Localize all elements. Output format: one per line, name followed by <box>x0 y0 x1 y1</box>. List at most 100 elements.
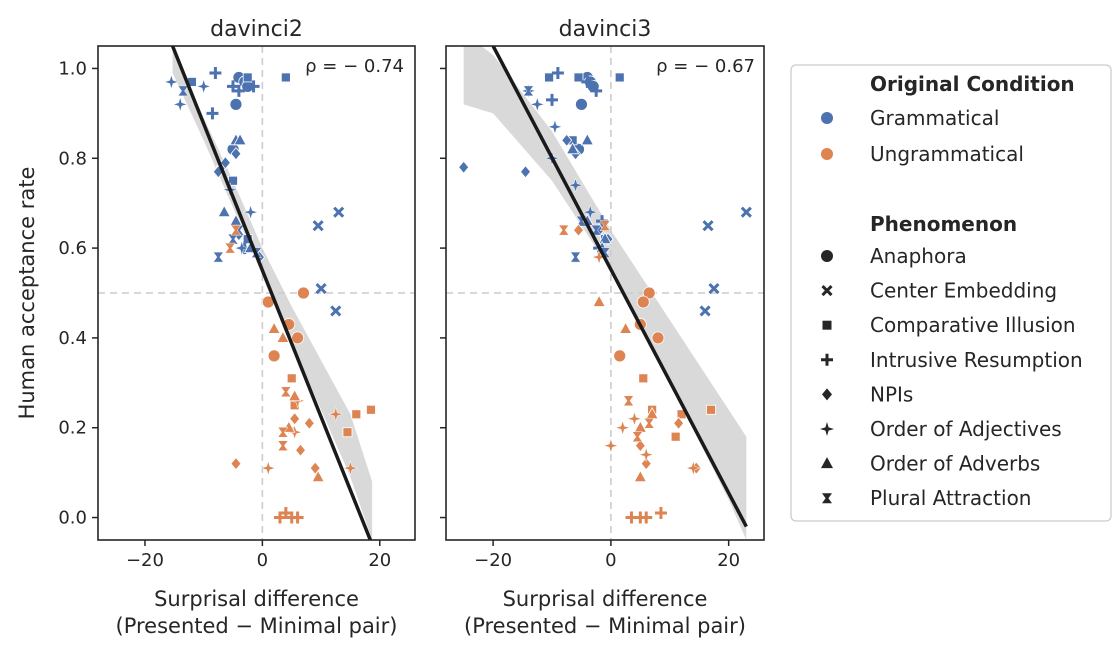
data-point-ungrammatical-npis <box>230 457 242 471</box>
data-point-grammatical-intrusive-resumption <box>206 107 219 120</box>
data-point-grammatical-order-of-adverbs <box>565 141 580 155</box>
data-point-ungrammatical-order-of-adjectives <box>685 460 702 476</box>
data-point-grammatical-order-of-adverbs <box>217 204 231 218</box>
data-point-ungrammatical-npis <box>673 416 685 430</box>
legend-item-ungrammatical: Ungrammatical <box>870 142 1024 166</box>
data-point-grammatical-center-embedding <box>333 206 345 218</box>
data-point-ungrammatical-intrusive-resumption <box>625 511 638 524</box>
data-point-ungrammatical-comparative-illusion <box>670 431 681 442</box>
data-point-ungrammatical-anaphora <box>267 349 281 363</box>
data-point-grammatical-center-embedding <box>708 282 720 295</box>
y-tick-label: 0.2 <box>58 418 87 439</box>
data-point-ungrammatical-order-of-adverbs <box>267 321 281 334</box>
data-point-grammatical-comparative-illusion <box>544 72 554 83</box>
data-point-grammatical-intrusive-resumption <box>247 80 260 93</box>
data-point-ungrammatical-order-of-adverbs <box>311 469 325 483</box>
data-point-ungrammatical-comparative-illusion <box>351 409 362 420</box>
data-point-ungrammatical-comparative-illusion <box>366 404 376 415</box>
data-point-grammatical-plural-attraction <box>522 85 534 97</box>
data-point-grammatical-npis <box>561 133 573 147</box>
data-point-ungrammatical-order-of-adverbs <box>618 321 633 334</box>
data-point-ungrammatical-plural-attraction <box>224 242 236 254</box>
legend-marker-order-of-adjectives <box>820 422 834 436</box>
x-axis-label: Surprisal difference <box>154 587 359 611</box>
legend-condition-title: Original Condition <box>870 72 1075 96</box>
data-point-ungrammatical-order-of-adverbs <box>633 469 648 483</box>
data-point-ungrammatical-order-of-adjectives <box>626 410 643 427</box>
legend-marker-intrusive-resumption <box>821 353 833 366</box>
x-tick-label: 0 <box>257 550 268 571</box>
legend-marker-comparative-illusion <box>822 320 832 330</box>
data-point-grammatical-center-embedding <box>740 206 752 218</box>
panel-title: davinci3 <box>559 17 652 42</box>
legend-item-grammatical: Grammatical <box>870 106 999 130</box>
data-point-grammatical-order-of-adverbs <box>233 132 247 146</box>
x-tick-label: 0 <box>605 550 616 571</box>
legend-marker-npis <box>822 388 832 401</box>
data-point-ungrammatical-plural-attraction <box>277 440 289 451</box>
data-point-ungrammatical-order-of-adjectives <box>342 460 359 476</box>
plot-frame <box>445 45 765 541</box>
data-point-grammatical-plural-attraction <box>227 233 239 245</box>
legend-item-center-embedding: Center Embedding <box>870 279 1057 303</box>
data-point-ungrammatical-order-of-adjectives <box>614 419 631 436</box>
legend-item-npis: NPIs <box>870 382 913 406</box>
correlation-annotation: ρ = − 0.74 <box>305 56 404 77</box>
data-point-grammatical-intrusive-resumption <box>551 66 564 79</box>
legend-item-order-of-adjectives: Order of Adjectives <box>870 417 1062 441</box>
legend-item-plural-attraction: Plural Attraction <box>870 486 1031 510</box>
data-point-grammatical-npis <box>519 165 532 179</box>
data-point-ungrammatical-order-of-adjectives <box>260 460 277 476</box>
data-point-grammatical-order-of-adjectives <box>582 204 599 221</box>
data-point-ungrammatical-plural-attraction <box>599 220 611 231</box>
data-point-ungrammatical-anaphora <box>291 331 304 345</box>
data-point-ungrammatical-plural-attraction <box>631 431 643 442</box>
data-point-ungrammatical-intrusive-resumption <box>640 511 653 524</box>
data-point-grammatical-npis <box>458 160 470 174</box>
data-point-ungrammatical-order-of-adverbs <box>592 294 606 307</box>
legend-item-comparative-illusion: Comparative Illusion <box>870 313 1076 337</box>
data-point-ungrammatical-order-of-adjectives <box>327 406 344 423</box>
x-axis-label: (Presented − Minimal pair) <box>464 614 746 638</box>
legend-marker-center-embedding <box>821 285 833 297</box>
data-point-grammatical-order-of-adjectives <box>233 240 250 256</box>
data-point-ungrammatical-order-of-adverbs <box>633 420 648 433</box>
data-point-grammatical-comparative-illusion <box>228 175 238 186</box>
data-point-grammatical-order-of-adjectives <box>195 78 212 95</box>
legend-item-order-of-adverbs: Order of Adverbs <box>870 452 1040 476</box>
data-point-ungrammatical-comparative-illusion <box>638 373 649 384</box>
data-point-grammatical-intrusive-resumption <box>590 84 603 97</box>
data-point-grammatical-intrusive-resumption <box>232 84 245 97</box>
data-point-grammatical-plural-attraction <box>570 251 582 263</box>
data-point-ungrammatical-comparative-illusion <box>286 373 297 384</box>
data-point-ungrammatical-plural-attraction <box>558 224 570 236</box>
data-point-grammatical-comparative-illusion <box>573 72 584 83</box>
data-point-ungrammatical-plural-attraction <box>280 386 292 398</box>
y-tick-label: 1.0 <box>58 58 87 79</box>
data-point-ungrammatical-order-of-adverbs <box>276 330 290 343</box>
data-point-grammatical-comparative-illusion <box>242 72 253 83</box>
x-tick-label: 20 <box>368 550 391 571</box>
data-point-grammatical-intrusive-resumption <box>209 66 222 79</box>
legend-marker-grammatical <box>821 112 833 124</box>
data-point-ungrammatical-order-of-adjectives <box>603 437 619 454</box>
legend-frame <box>790 64 1112 522</box>
legend-marker-plural-attraction <box>822 493 832 504</box>
data-point-ungrammatical-anaphora <box>297 286 310 300</box>
data-point-ungrammatical-anaphora <box>613 349 627 363</box>
data-point-grammatical-order-of-adjectives <box>172 96 189 113</box>
legend-marker-ungrammatical <box>821 148 833 160</box>
data-point-grammatical-center-embedding <box>312 220 324 232</box>
data-point-ungrammatical-comparative-illusion <box>706 404 716 415</box>
legend-item-intrusive-resumption: Intrusive Resumption <box>870 348 1083 372</box>
plot-frame <box>97 45 416 541</box>
data-point-ungrammatical-order-of-adverbs <box>287 388 302 402</box>
legend-marker-anaphora <box>821 250 833 262</box>
legend: Original Condition Grammatical Ungrammatic… <box>790 64 1112 522</box>
regression-line <box>170 46 373 540</box>
data-point-ungrammatical-npis <box>295 443 307 457</box>
data-point-grammatical-center-embedding <box>315 282 327 295</box>
x-axis-label: Surprisal difference <box>503 587 708 611</box>
